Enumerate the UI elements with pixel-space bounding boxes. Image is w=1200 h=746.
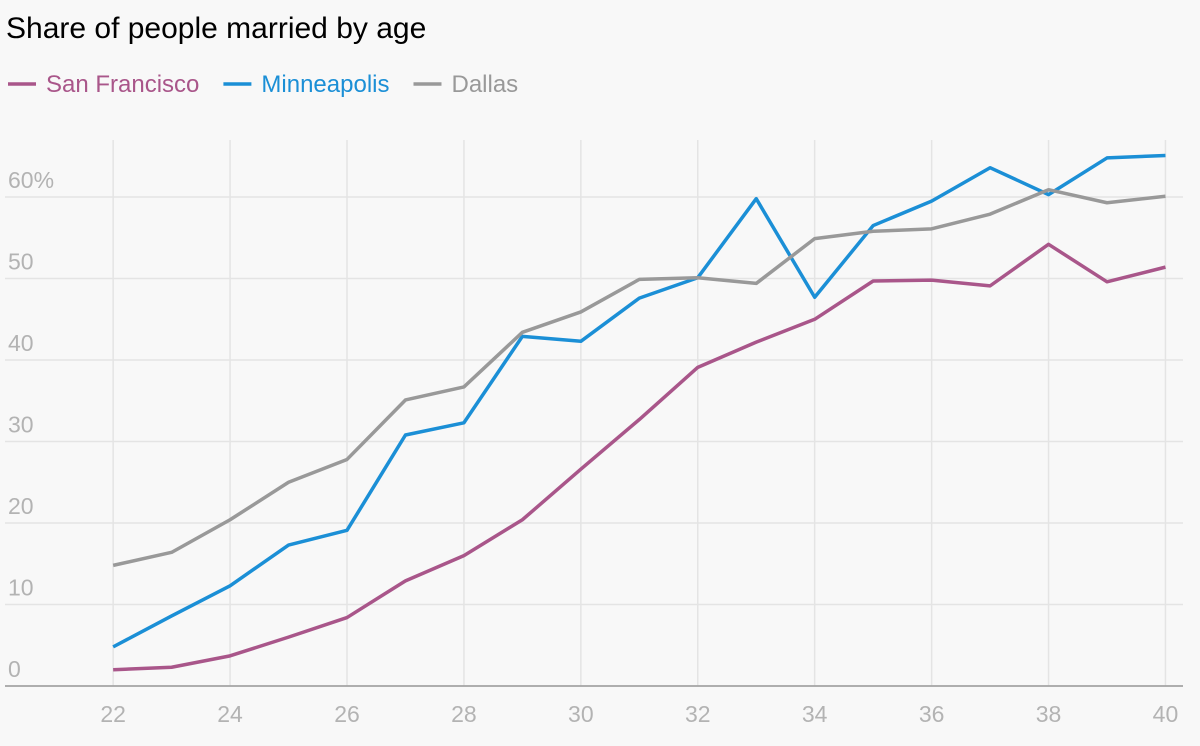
- x-tick-label: 30: [568, 701, 594, 727]
- x-tick-label: 24: [217, 701, 243, 727]
- lines: [112, 153, 1166, 672]
- chart-title: Share of people married by age: [6, 12, 426, 45]
- y-tick-label: 30: [8, 412, 34, 438]
- x-tick-label: 38: [1036, 701, 1062, 727]
- legend-label: Minneapolis: [261, 71, 389, 98]
- series-line: [112, 153, 1166, 649]
- x-tick-label: 22: [100, 701, 126, 727]
- legend-label: Dallas: [451, 71, 518, 98]
- y-tick-label: 40: [8, 330, 34, 356]
- series-line: [113, 242, 1166, 672]
- x-tick-label: 34: [802, 701, 828, 727]
- legend: San Francisco Minneapolis Dallas: [8, 71, 518, 98]
- y-tick-label: 50: [8, 249, 34, 275]
- y-tick-label: 20: [8, 493, 34, 519]
- x-tick-label: 40: [1153, 701, 1179, 727]
- y-tick-label: 0: [8, 656, 21, 682]
- x-tick-label: 36: [919, 701, 945, 727]
- y-tick-label: 60%: [8, 167, 54, 193]
- series-line: [112, 187, 1166, 568]
- x-tick-label: 28: [451, 701, 477, 727]
- legend-label: San Francisco: [46, 71, 199, 98]
- grid: 0 10 20 30 40 50 60% 22 24 26 28 30 32 34 36 38 40: [5, 140, 1183, 727]
- x-tick-label: 32: [685, 701, 711, 727]
- y-tick-label: 10: [8, 575, 34, 601]
- x-tick-label: 26: [334, 701, 360, 727]
